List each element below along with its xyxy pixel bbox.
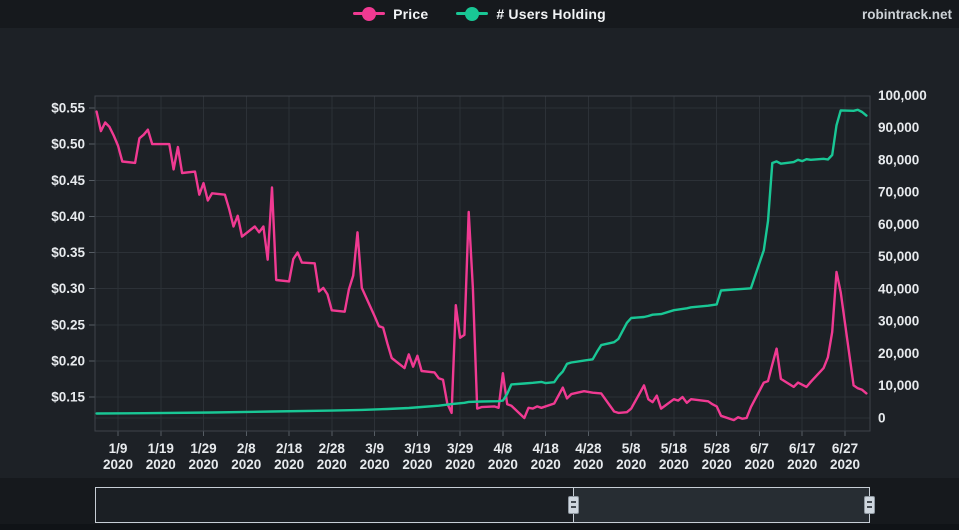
price-series-marker-icon — [353, 7, 386, 21]
x-axis-label: 2/18 — [276, 441, 303, 456]
navigator-left-handle[interactable] — [568, 496, 579, 514]
x-axis-label: 6/7 — [750, 441, 769, 456]
top-bar: Price # Users Holding robintrack.net — [0, 0, 959, 28]
legend-label-price: Price — [393, 6, 429, 22]
x-axis-label: 3/9 — [365, 441, 384, 456]
x-axis-label: 3/29 — [447, 441, 473, 456]
series-line-users-holding — [95, 108, 868, 415]
x-axis-label: 5/28 — [704, 441, 731, 456]
x-axis-label-year: 2020 — [103, 457, 133, 472]
x-axis-label-year: 2020 — [830, 457, 860, 472]
x-axis-label: 1/29 — [190, 441, 216, 456]
x-axis-label: 6/27 — [832, 441, 858, 456]
x-axis-label-year: 2020 — [659, 457, 689, 472]
x-axis-label-year: 2020 — [231, 457, 261, 472]
left-axis-label: $0.30 — [51, 281, 85, 296]
x-axis-label-year: 2020 — [445, 457, 475, 472]
x-axis-label-year: 2020 — [402, 457, 432, 472]
x-axis-label: 2/28 — [319, 441, 346, 456]
series-line-price — [95, 110, 868, 422]
left-axis-label: $0.35 — [51, 245, 85, 260]
navigator-right-handle[interactable] — [864, 496, 875, 514]
x-axis-label: 6/17 — [789, 441, 815, 456]
legend-item-users-holding[interactable]: # Users Holding — [456, 6, 606, 22]
right-axis-label: 0 — [878, 411, 886, 426]
x-axis-label-year: 2020 — [274, 457, 304, 472]
legend-label-users-holding: # Users Holding — [496, 6, 606, 22]
x-axis-label-year: 2020 — [146, 457, 176, 472]
range-navigator[interactable] — [95, 487, 875, 523]
x-axis-label: 1/19 — [148, 441, 174, 456]
bottom-edge — [0, 524, 959, 530]
x-axis-label-year: 2020 — [702, 457, 732, 472]
left-axis-label: $0.45 — [51, 173, 85, 188]
right-axis-label: 30,000 — [878, 314, 919, 329]
right-axis-label: 50,000 — [878, 249, 919, 264]
x-axis-label-year: 2020 — [360, 457, 390, 472]
x-axis-label-year: 2020 — [744, 457, 774, 472]
x-axis-label: 4/8 — [494, 441, 513, 456]
left-axis-label: $0.40 — [51, 209, 85, 224]
left-axis-label: $0.55 — [51, 101, 85, 116]
x-axis-label: 4/18 — [533, 441, 560, 456]
x-axis-label-year: 2020 — [531, 457, 561, 472]
x-axis-label: 4/28 — [575, 441, 602, 456]
left-axis-label: $0.20 — [51, 353, 85, 368]
x-axis-label: 1/9 — [109, 441, 128, 456]
x-axis-label-year: 2020 — [573, 457, 603, 472]
left-axis-label: $0.25 — [51, 317, 85, 332]
left-axis-label: $0.50 — [51, 137, 85, 152]
x-axis-label-year: 2020 — [616, 457, 646, 472]
x-axis-label: 2/8 — [237, 441, 256, 456]
site-watermark: robintrack.net — [861, 6, 952, 22]
x-axis-label: 5/8 — [622, 441, 641, 456]
x-axis-label: 5/18 — [661, 441, 688, 456]
legend-item-price[interactable]: Price — [353, 6, 428, 22]
x-axis-label-year: 2020 — [317, 457, 347, 472]
right-axis-label: 60,000 — [878, 217, 919, 232]
left-axis-label: $0.15 — [51, 390, 85, 405]
right-axis-label: 100,000 — [878, 88, 927, 103]
users-series-marker-icon — [456, 7, 489, 21]
x-axis-label: 3/19 — [404, 441, 430, 456]
x-axis-label-year: 2020 — [787, 457, 817, 472]
right-axis-label: 40,000 — [878, 281, 919, 296]
plot-border — [94, 95, 871, 432]
right-axis-label: 20,000 — [878, 346, 919, 361]
price-users-chart[interactable]: 1/920201/1920201/2920202/820202/1820202/… — [0, 0, 959, 478]
right-axis-label: 90,000 — [878, 120, 919, 135]
right-axis-label: 80,000 — [878, 152, 919, 167]
right-axis-label: 10,000 — [878, 378, 919, 393]
x-axis-label-year: 2020 — [488, 457, 518, 472]
x-axis-label-year: 2020 — [188, 457, 218, 472]
right-axis-label: 70,000 — [878, 185, 919, 200]
navigator-selected-range[interactable] — [574, 488, 870, 522]
chart-legend: Price # Users Holding — [353, 6, 606, 22]
